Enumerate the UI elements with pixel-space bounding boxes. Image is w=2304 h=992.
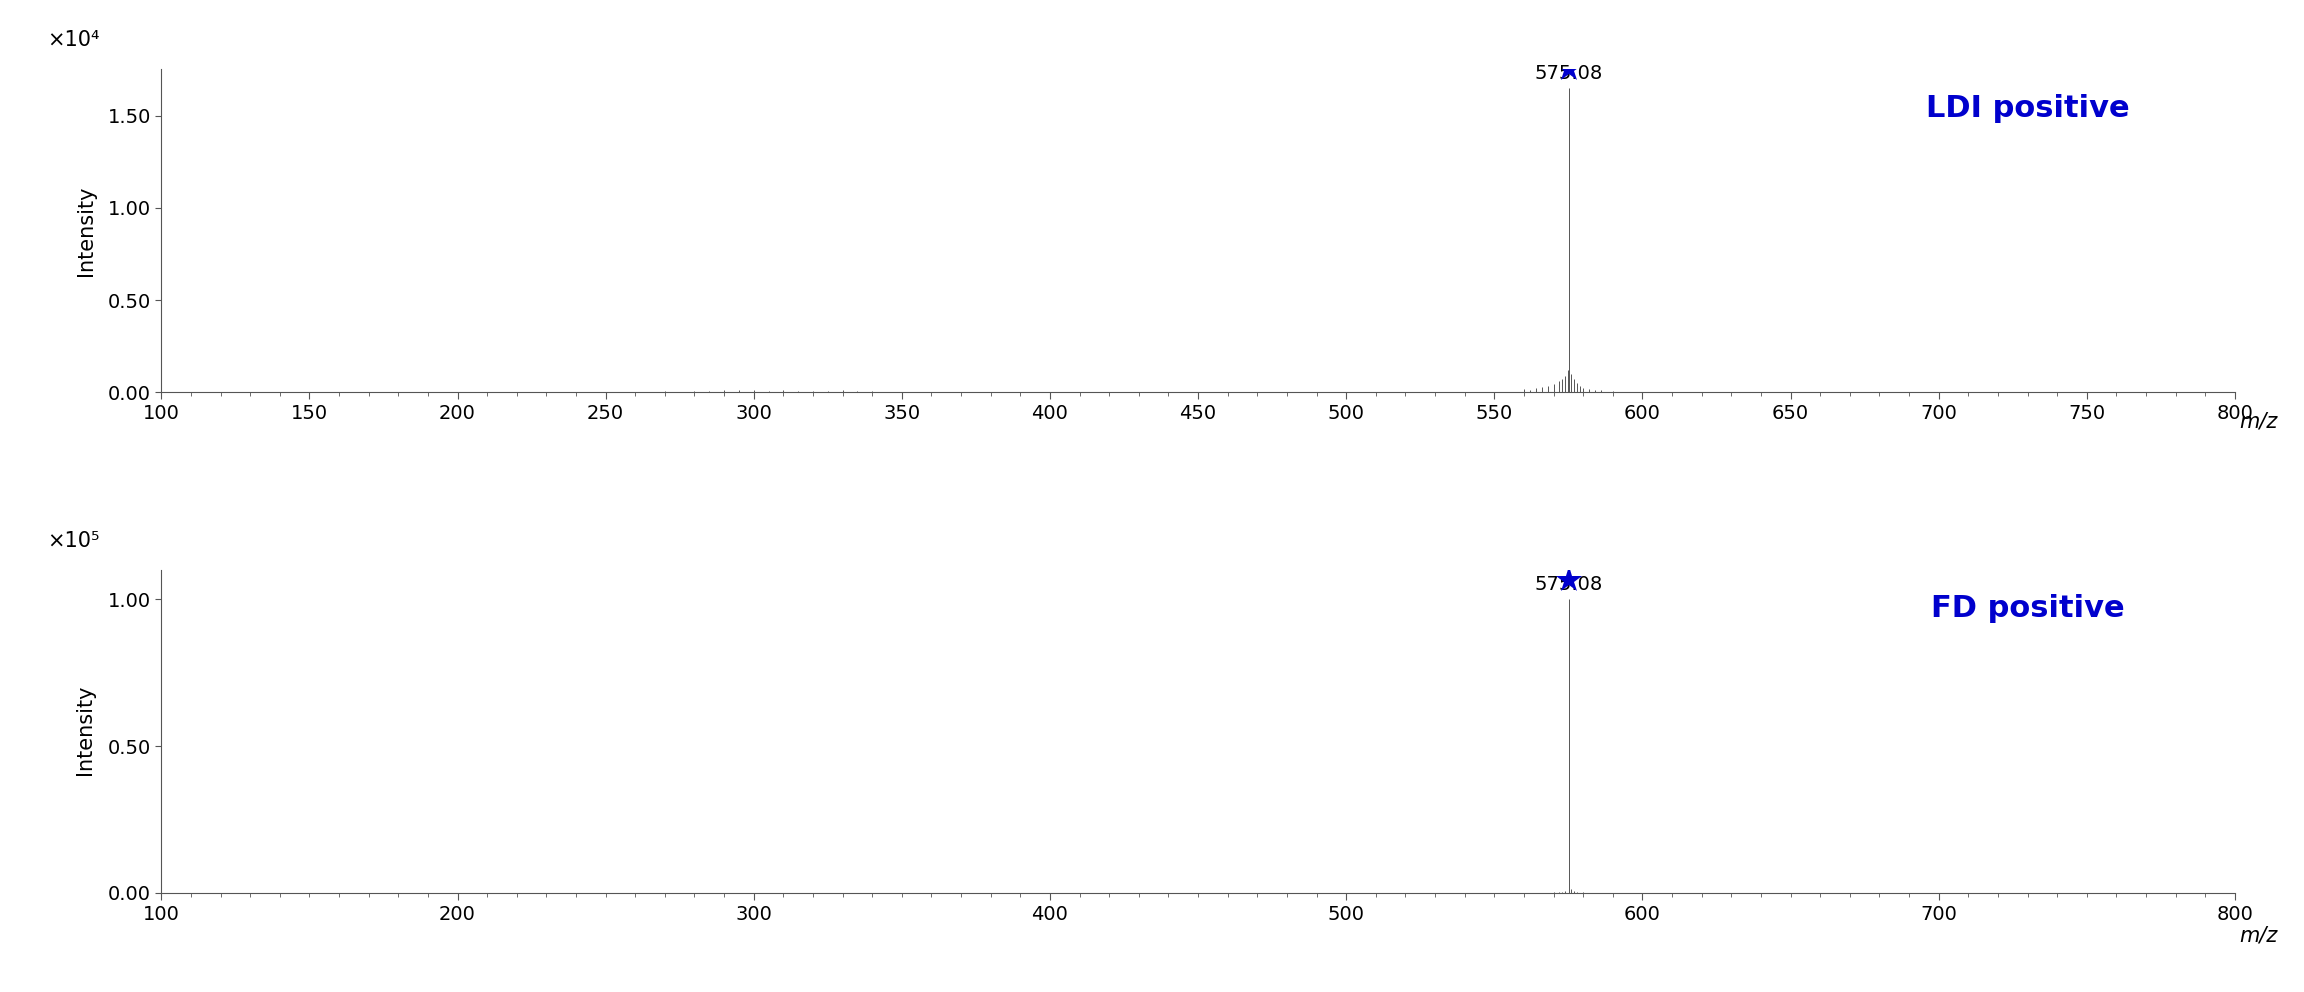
Y-axis label: In​tensity: In​tensity (76, 686, 97, 777)
Text: ×10⁴: ×10⁴ (48, 30, 99, 50)
Text: m/z: m/z (2239, 926, 2276, 945)
Text: m/z: m/z (2239, 412, 2276, 432)
Text: 575.08: 575.08 (1534, 575, 1604, 594)
Y-axis label: Intensity: Intensity (76, 186, 97, 276)
Text: FD positive: FD positive (1931, 594, 2124, 623)
Text: 575.08: 575.08 (1534, 64, 1604, 83)
Text: LDI positive: LDI positive (1926, 93, 2129, 123)
Text: ×10⁵: ×10⁵ (48, 531, 99, 551)
